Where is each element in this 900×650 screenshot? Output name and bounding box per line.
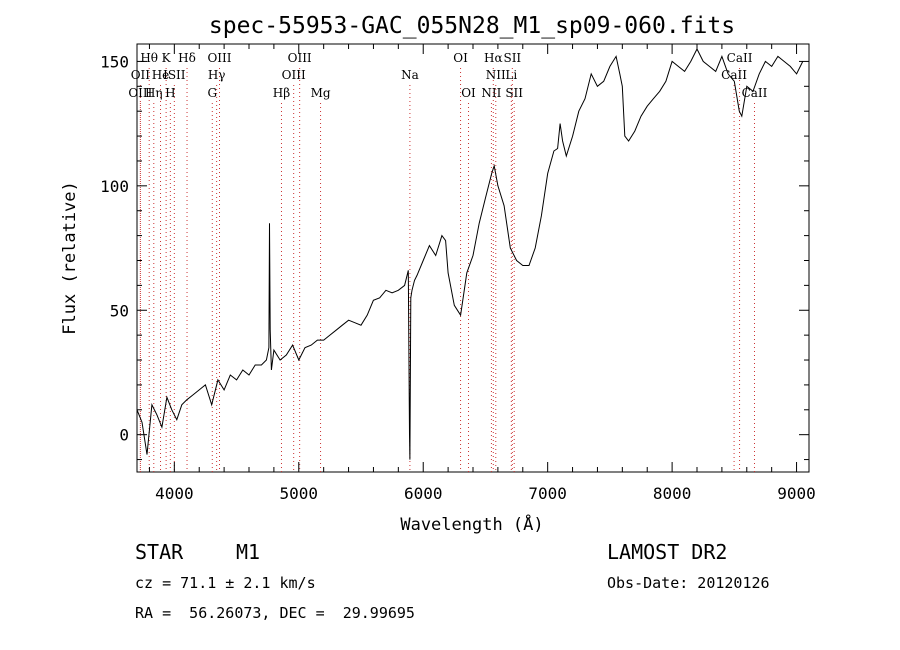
y-tick-label: 50: [110, 301, 129, 320]
line-marker-label: OIII: [128, 86, 152, 100]
line-marker-label: CaII: [727, 51, 753, 65]
line-marker-label: Hα: [484, 51, 503, 65]
coordinates: RA = 56.26073, DEC = 29.99695: [135, 604, 415, 622]
line-marker-label: OIII: [207, 51, 231, 65]
survey-name: LAMOST DR2: [607, 540, 728, 564]
axis-ticks: 4000 5000 6000 7000 8000 9000 0 50 100 150: [100, 44, 816, 503]
x-tick-label: 6000: [404, 484, 443, 503]
line-marker-label: Mg: [311, 86, 331, 100]
line-marker-label: OI: [453, 51, 468, 65]
x-axis-label: Wavelength (Å): [400, 513, 543, 535]
x-tick-label: 9000: [777, 484, 816, 503]
line-marker-label: SII: [505, 86, 523, 100]
line-marker-label: OIII: [288, 51, 312, 65]
line-marker-label: Hθ: [140, 51, 158, 65]
line-marker-label: OIII: [282, 68, 306, 82]
line-marker-label: SII: [503, 51, 521, 65]
y-tick-label: 0: [119, 426, 129, 445]
line-marker-label: ISII: [163, 68, 186, 82]
line-marker-label: Hβ: [273, 86, 290, 100]
subclass: M1: [236, 540, 261, 564]
y-tick-label: 100: [100, 177, 129, 196]
line-marker-label: G: [207, 86, 217, 100]
redshift-velocity: cz = 71.1 ± 2.1 km/s: [135, 574, 316, 592]
line-marker-label: OII: [131, 68, 151, 82]
line-marker-label: Hγ: [208, 68, 226, 82]
observation-date: Obs-Date: 20120126: [607, 574, 770, 592]
x-tick-label: 8000: [653, 484, 692, 503]
line-marker-label: Li: [505, 68, 517, 82]
line-marker-label: CaII: [721, 68, 747, 82]
line-marker-label: OI: [461, 86, 476, 100]
line-marker-label: CaII: [742, 86, 768, 100]
line-marker-label: H: [165, 86, 175, 100]
y-axis-label: Flux (relative): [60, 181, 80, 335]
line-marker-label: NII: [481, 86, 501, 100]
plot-frame: [136, 43, 810, 473]
line-marker-label: K: [162, 51, 172, 65]
line-marker-label: He: [152, 68, 170, 82]
line-marker-label: NII: [486, 68, 506, 82]
line-marker-label: Hδ: [178, 51, 196, 65]
line-markers: Hθ OII OIII K He Hη Hδ ISII H OIII Hγ G OIII OIII Hβ Mg…: [128, 51, 768, 472]
line-marker-label: Hη: [145, 86, 163, 100]
chart-title: spec-55953-GAC_055N28_M1_sp09-060.fits: [209, 13, 735, 39]
line-marker-label: Na: [401, 68, 419, 82]
y-tick-label: 150: [100, 52, 129, 71]
x-tick-label: 7000: [528, 484, 567, 503]
x-tick-label: 4000: [155, 484, 194, 503]
x-tick-label: 5000: [280, 484, 319, 503]
spectrum-line: [136, 47, 804, 460]
object-type: STAR: [135, 540, 184, 564]
